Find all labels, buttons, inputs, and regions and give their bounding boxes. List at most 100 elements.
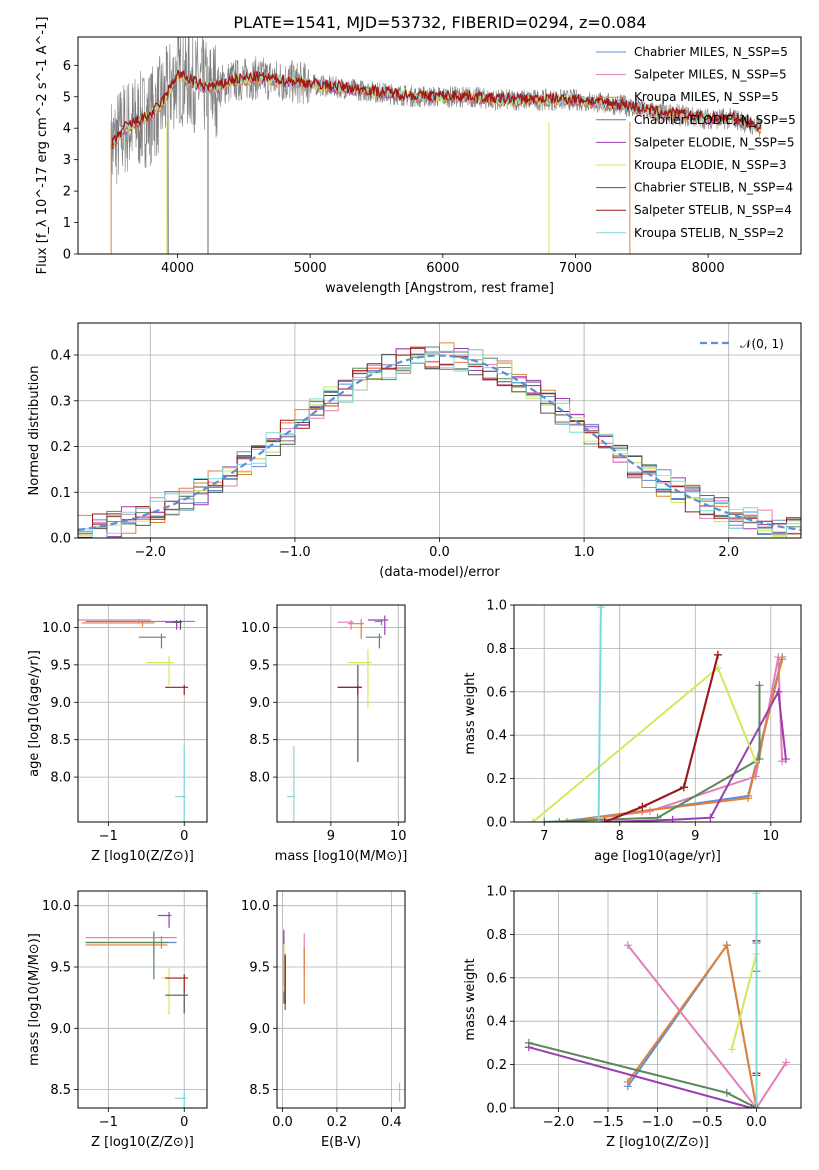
panel-age-vs-z: −1 0 8.0 8.5 9.0 9.5 10.0 Z [log10(Z/Z⊙)] age [l… — [27, 604, 208, 864]
y-tick-label: 0.4 — [50, 349, 71, 364]
weight-marker — [755, 681, 764, 690]
y-tick-label: 1.0 — [486, 599, 507, 614]
errorbar-point — [138, 633, 167, 649]
axes-frame — [77, 36, 802, 255]
weight-marker — [744, 794, 753, 803]
plot-area — [283, 929, 401, 1102]
plot-area — [78, 342, 801, 538]
y-tick-label: 0 — [63, 248, 71, 263]
x-axis-label: age [log10(age/yr)] — [594, 849, 721, 864]
x-tick-label: 8000 — [692, 261, 725, 276]
legend-entry: Salpeter MILES, N_SSP=5 — [634, 68, 787, 82]
x-tick-label: 1.0 — [574, 545, 595, 560]
x-tick-label: 0 — [180, 829, 188, 844]
x-tick-label: 0.0 — [746, 1115, 767, 1130]
x-tick-label: 9 — [327, 829, 335, 844]
y-tick-label: 9.5 — [249, 961, 270, 976]
x-tick-label: −0.5 — [691, 1115, 723, 1130]
legend-entry: Chabrier MILES, N_SSP=5 — [634, 45, 788, 59]
weight-series-line — [730, 953, 758, 1050]
errorbar-point — [165, 974, 189, 991]
errorbar-point — [337, 619, 354, 630]
y-tick-label: 0.2 — [486, 1058, 507, 1073]
legend: Chabrier MILES, N_SSP=5 Salpeter MILES, N… — [596, 45, 796, 240]
y-tick-label: 1 — [63, 216, 71, 231]
y-tick-label: 0.0 — [486, 816, 507, 831]
y-tick-label: 10.0 — [42, 899, 71, 914]
y-tick-label: 5 — [63, 90, 71, 105]
errorbar-point — [337, 685, 362, 695]
errorbar-point — [85, 941, 168, 958]
y-tick-label: 8.5 — [249, 1083, 270, 1098]
y-tick-label: 10.0 — [241, 621, 270, 636]
normal-curve — [78, 354, 801, 532]
y-tick-label: 0.0 — [486, 1102, 507, 1117]
legend-entry: Kroupa MILES, N_SSP=5 — [634, 90, 779, 104]
weight-marker — [778, 655, 787, 664]
weight-series-line — [627, 944, 788, 1108]
x-tick-label: 8 — [616, 829, 624, 844]
x-tick-label: 0 — [180, 1115, 188, 1130]
x-tick-label: −1.0 — [279, 545, 311, 560]
y-tick-label: 10.0 — [42, 621, 71, 636]
weight-marker — [668, 815, 677, 822]
weight-marker — [782, 1058, 791, 1067]
weight-marker — [540, 818, 549, 822]
x-axis-label: E(B-V) — [321, 1135, 361, 1150]
errorbar-point — [287, 746, 296, 822]
errorbar-point — [85, 931, 168, 980]
x-axis-label: mass [log10(M/M⊙)] — [275, 849, 408, 864]
legend-entry: Salpeter STELIB, N_SSP=4 — [634, 203, 792, 217]
errorbar-point — [367, 615, 389, 635]
y-tick-label: 0.4 — [486, 1015, 507, 1030]
weight-marker — [594, 813, 603, 822]
y-tick-label: 9.0 — [249, 696, 270, 711]
plot-area — [110, 37, 762, 254]
plot-area — [524, 891, 791, 1108]
y-axis-label: mass weight — [463, 672, 478, 754]
legend-entry: Salpeter ELODIE, N_SSP=5 — [634, 135, 795, 149]
errorbar-point — [146, 655, 174, 686]
plot-area — [78, 618, 195, 822]
x-tick-label: 0.2 — [327, 1115, 348, 1130]
x-tick-label: 0.0 — [429, 545, 450, 560]
panel-weight-vs-z: −2.0 −1.5 −1.0 −0.5 0.0 0.0 0.2 0.4 0.6 0.8 1.0 Z [… — [463, 885, 802, 1150]
weight-marker — [722, 1088, 731, 1097]
legend-entry: Chabrier STELIB, N_SSP=4 — [634, 181, 793, 195]
y-tick-label: 9.0 — [249, 1022, 270, 1037]
weight-series-line — [566, 659, 784, 822]
y-tick-label: 9.0 — [50, 696, 71, 711]
legend-entry: Kroupa STELIB, N_SSP=2 — [634, 226, 784, 240]
axes-frame — [77, 890, 208, 1109]
weight-marker — [524, 1043, 533, 1052]
y-tick-label: 0.1 — [50, 486, 71, 501]
x-tick-label: 6000 — [426, 261, 459, 276]
x-tick-label: 0.0 — [272, 1115, 293, 1130]
y-tick-label: 0.6 — [486, 971, 507, 986]
x-tick-label: 2.0 — [718, 545, 739, 560]
y-tick-label: 0.0 — [50, 532, 71, 547]
errorbar-point — [81, 621, 155, 627]
histogram-series — [78, 346, 801, 538]
y-tick-label: 2 — [63, 185, 71, 200]
weight-series-line — [604, 654, 719, 822]
weight-marker — [752, 1099, 761, 1108]
x-tick-label: 7 — [540, 829, 548, 844]
y-tick-label: 8.5 — [249, 733, 270, 748]
weight-marker — [600, 818, 609, 822]
weight-marker — [679, 783, 688, 792]
y-tick-label: 0.8 — [486, 642, 507, 657]
y-tick-label: 0.3 — [50, 394, 71, 409]
errorbar-point — [347, 649, 372, 708]
axes-frame — [77, 322, 802, 539]
weight-marker — [722, 941, 731, 950]
x-tick-label: 5000 — [294, 261, 327, 276]
x-tick-label: 4000 — [161, 261, 194, 276]
weight-marker — [596, 605, 605, 612]
y-axis-label: Normed distribution — [27, 366, 42, 496]
x-tick-label: 10 — [763, 829, 780, 844]
x-tick-label: −2.0 — [135, 545, 167, 560]
x-tick-label: −1 — [99, 829, 118, 844]
histogram-series — [78, 349, 801, 538]
y-tick-label: 0.4 — [486, 729, 507, 744]
